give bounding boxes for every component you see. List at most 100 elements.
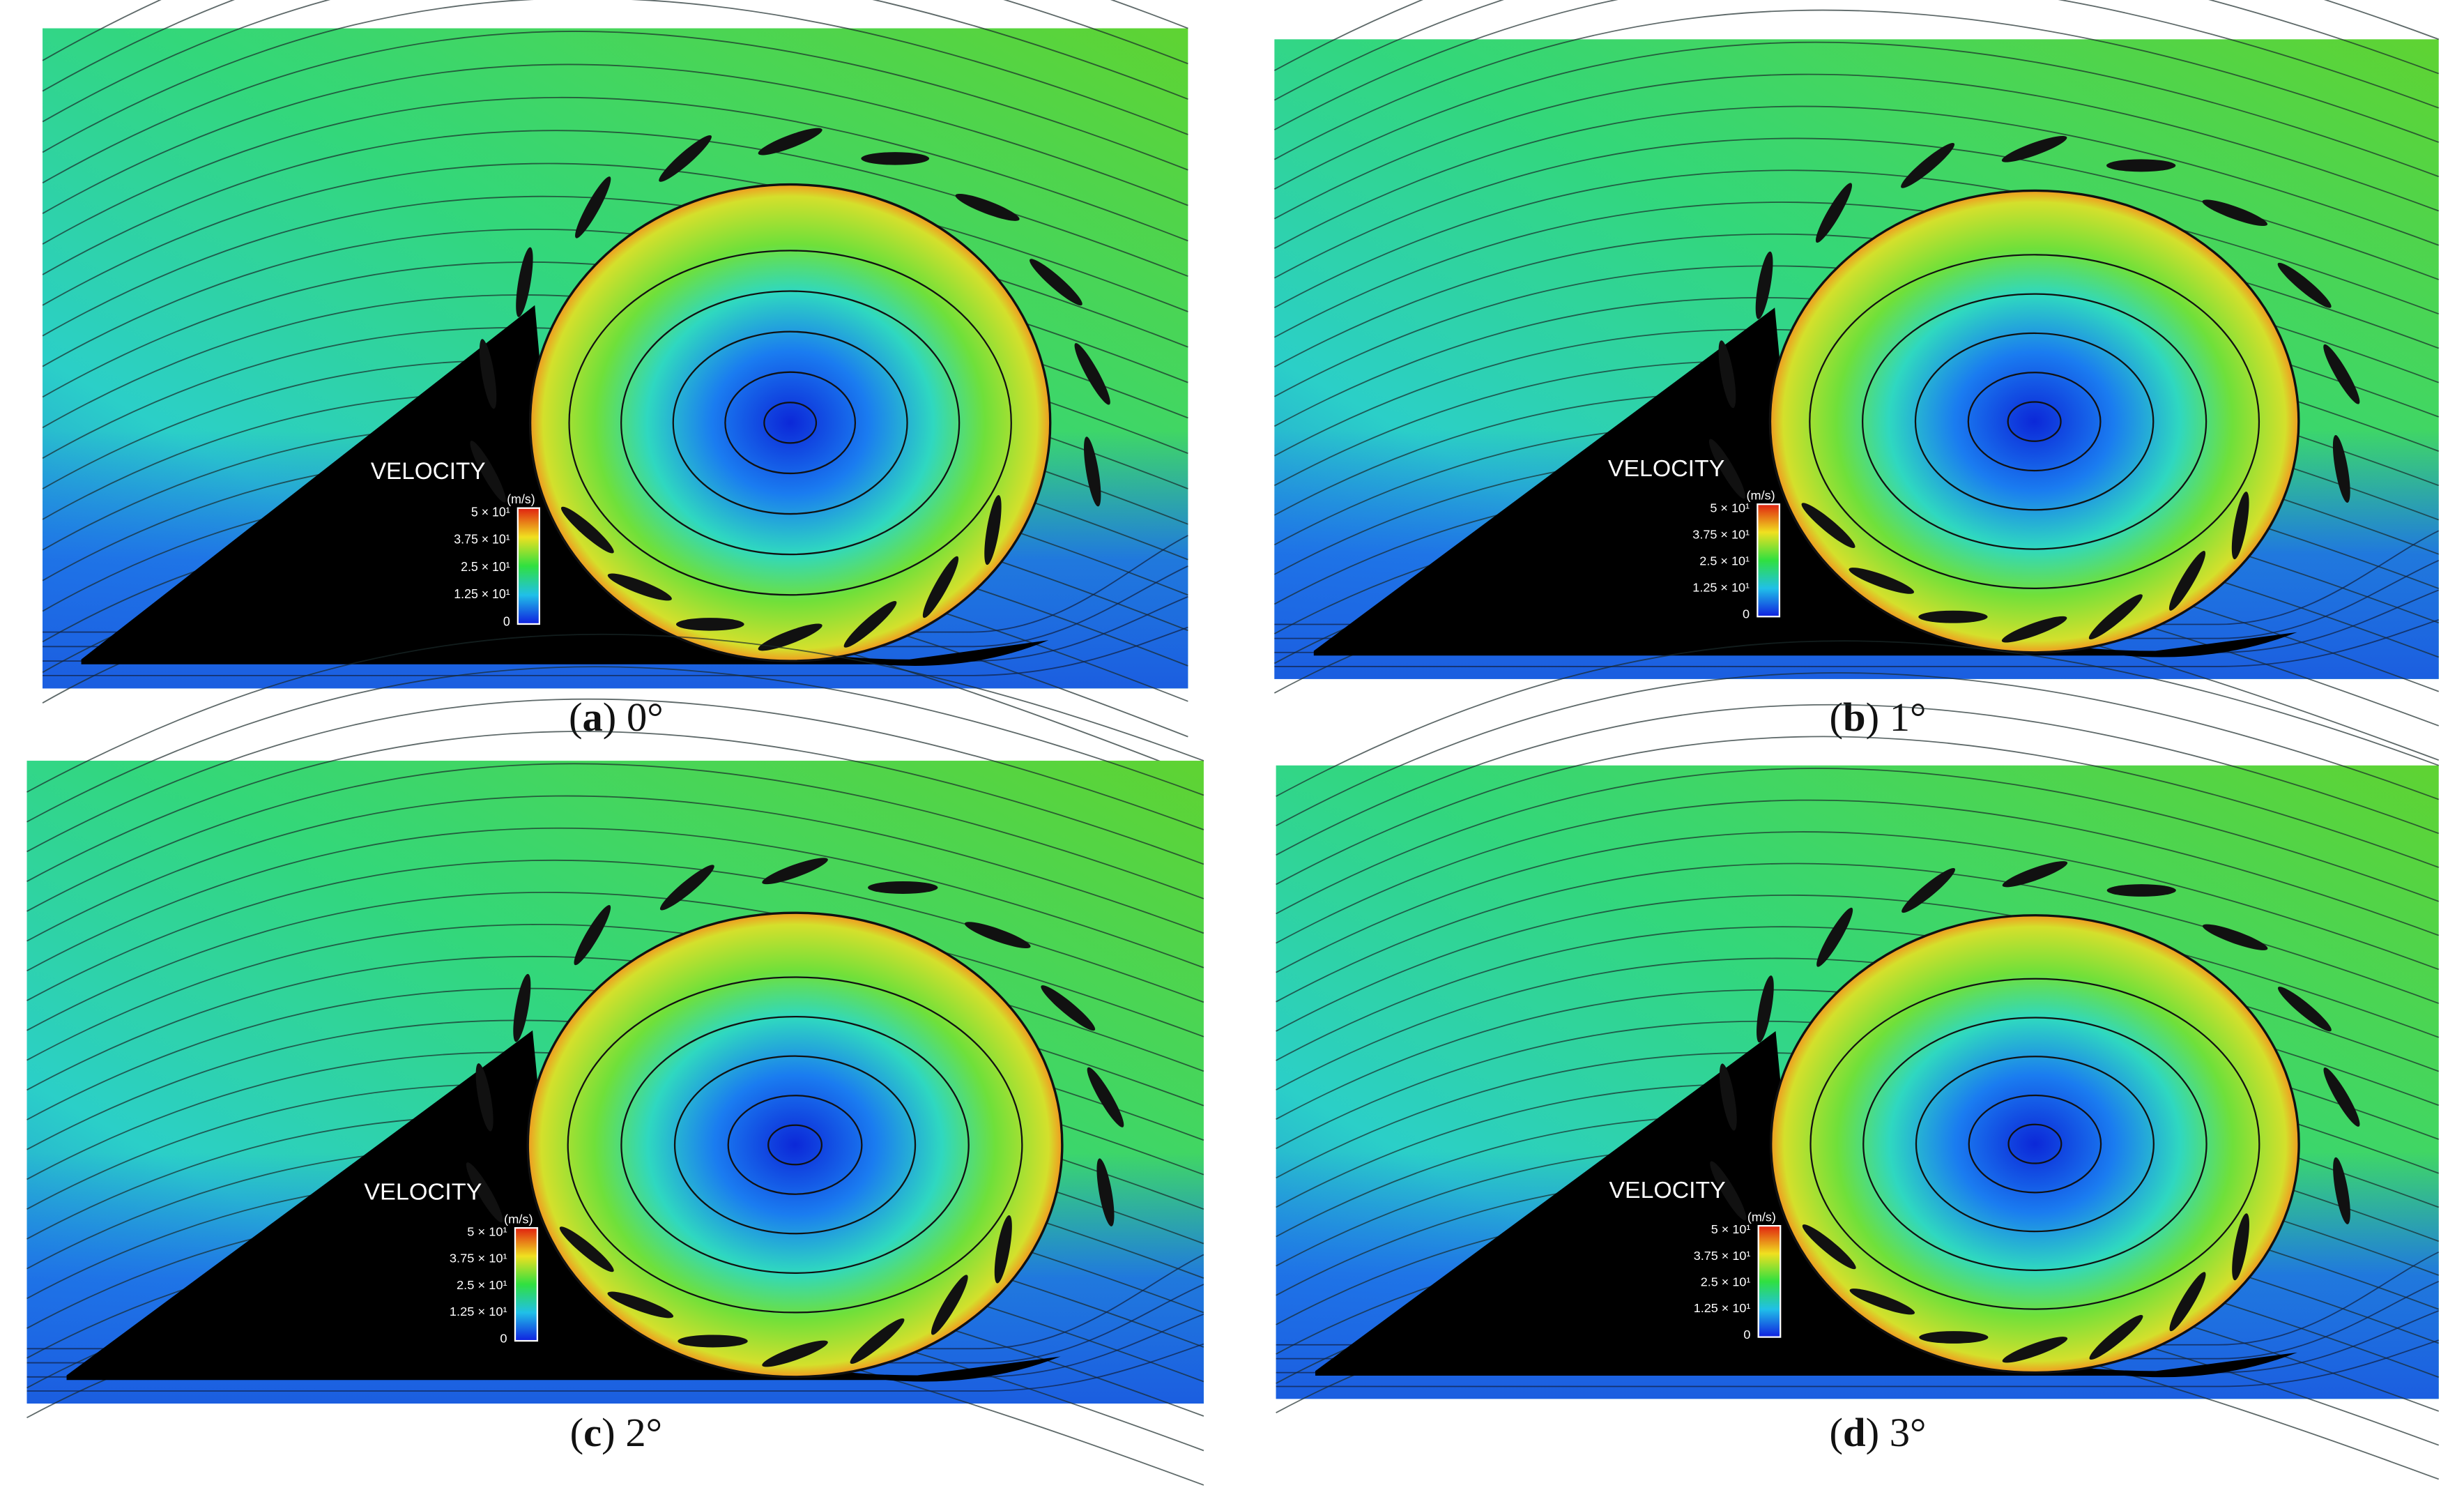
legend-unit: (m/s) (1747, 489, 1775, 503)
caption-part: ( (1829, 1410, 1843, 1455)
streamline (1276, 672, 2440, 826)
legend-tick-label: 0 (500, 1331, 507, 1345)
blade (1757, 975, 1774, 1043)
streamline (42, 63, 1188, 214)
cfd-panel: VELOCITY (m/s)5 × 10¹ 3.75 × 10¹ 2.5 × 10¹ 1… (42, 0, 1188, 773)
blade (2106, 159, 2176, 172)
legend-tick-label: 2.5 × 10¹ (1701, 1275, 1751, 1289)
legend-tick-label: 0 (503, 614, 510, 628)
streamline (26, 633, 1204, 793)
blade (2231, 492, 2249, 560)
legend-unit: (m/s) (504, 1212, 533, 1226)
streamline (43, 565, 1188, 648)
casing (1315, 1031, 2297, 1378)
vortex-streamline (1862, 293, 2207, 550)
vortex-streamline (2007, 401, 2062, 442)
streamline (42, 0, 1188, 153)
blade (2168, 551, 2206, 611)
blade (1719, 1063, 1737, 1131)
blade (475, 1063, 493, 1132)
vortex-streamline (1862, 1017, 2207, 1271)
blade (1919, 1331, 1989, 1344)
legend-tick-label: 3.75 × 10¹ (450, 1252, 507, 1265)
streamline (26, 1284, 1204, 1364)
legend-tick-label: 5 × 10¹ (467, 1225, 507, 1239)
streamline (26, 731, 1204, 882)
vortex-streamline (1968, 1094, 2102, 1194)
legend-title: VELOCITY (1609, 1178, 1726, 1203)
streamline (26, 827, 1204, 972)
streamline (26, 1343, 1204, 1392)
blade (2333, 1157, 2350, 1224)
blade (965, 922, 1031, 949)
blade (1074, 343, 1110, 405)
legend-tick-label: 3.75 × 10¹ (1692, 527, 1750, 541)
legend-tick-label: 5 × 10¹ (471, 505, 510, 519)
casing (81, 305, 1049, 667)
vortex-streamline (672, 330, 908, 515)
blade (1084, 436, 1101, 507)
streamline (1274, 530, 2440, 625)
vortex-streamline (568, 250, 1012, 596)
legend-tick-label: 2.5 × 10¹ (457, 1278, 507, 1292)
blade (678, 1335, 748, 1348)
streamline (1276, 768, 2440, 915)
blade (1708, 439, 1745, 499)
legend-title: VELOCITY (371, 458, 486, 485)
streamline (1273, 0, 2440, 101)
blade (1918, 610, 1988, 623)
blade (2106, 884, 2176, 897)
streamline (1276, 1339, 2440, 1388)
legend-tick-label: 3.75 × 10¹ (1694, 1249, 1751, 1263)
blade (1801, 503, 1855, 549)
vortex-streamline (1915, 1056, 2155, 1233)
vortex-streamline (567, 976, 1023, 1314)
blade (1849, 1288, 1915, 1315)
streamline (1276, 1281, 2440, 1360)
blade (861, 152, 930, 165)
blade (2323, 344, 2360, 404)
streamline (26, 666, 1204, 823)
streamline (43, 535, 1188, 633)
streamline (42, 162, 1188, 312)
blade (574, 905, 611, 966)
blade (2277, 987, 2332, 1032)
streamline (1276, 894, 2440, 1038)
colorbar (514, 1227, 539, 1342)
blade (2002, 1337, 2068, 1363)
vortex-streamline (673, 1055, 917, 1235)
legend-unit: (m/s) (507, 492, 535, 505)
blade (1849, 568, 1915, 594)
legend-title: VELOCITY (1608, 455, 1724, 482)
streamline (1276, 640, 2440, 797)
blade (1041, 985, 1096, 1031)
blade (2323, 1067, 2360, 1127)
blade (516, 247, 533, 317)
blade (1901, 867, 1955, 913)
blade (758, 128, 822, 155)
blade (994, 1215, 1012, 1284)
streamline (43, 595, 1188, 662)
vortex-streamline (620, 1015, 970, 1274)
streamline (1273, 105, 2440, 249)
blade (762, 1340, 828, 1367)
blade (955, 193, 1020, 221)
legend-tick-label: 1.25 × 10¹ (450, 1305, 507, 1318)
panel-caption: (d) 3° (1829, 1410, 1926, 1455)
blade (2277, 262, 2332, 308)
blade (675, 618, 744, 631)
streamline (1276, 736, 2440, 885)
rotor (1768, 189, 2300, 654)
streamline (1273, 9, 2440, 160)
legend-tick-label: 2.5 × 10¹ (461, 559, 510, 573)
legend-tick-label: 1.25 × 10¹ (1694, 1301, 1751, 1315)
blade (659, 135, 712, 182)
legend-tick-label: 5 × 10¹ (1711, 1222, 1751, 1236)
blade (470, 441, 506, 503)
caption-part: a (583, 694, 603, 740)
vortex-streamline (1967, 372, 2102, 472)
blade (559, 1226, 614, 1272)
caption-part: b (1843, 694, 1866, 740)
blade (2232, 1213, 2249, 1281)
legend-tick-label: 3.75 × 10¹ (454, 532, 510, 546)
